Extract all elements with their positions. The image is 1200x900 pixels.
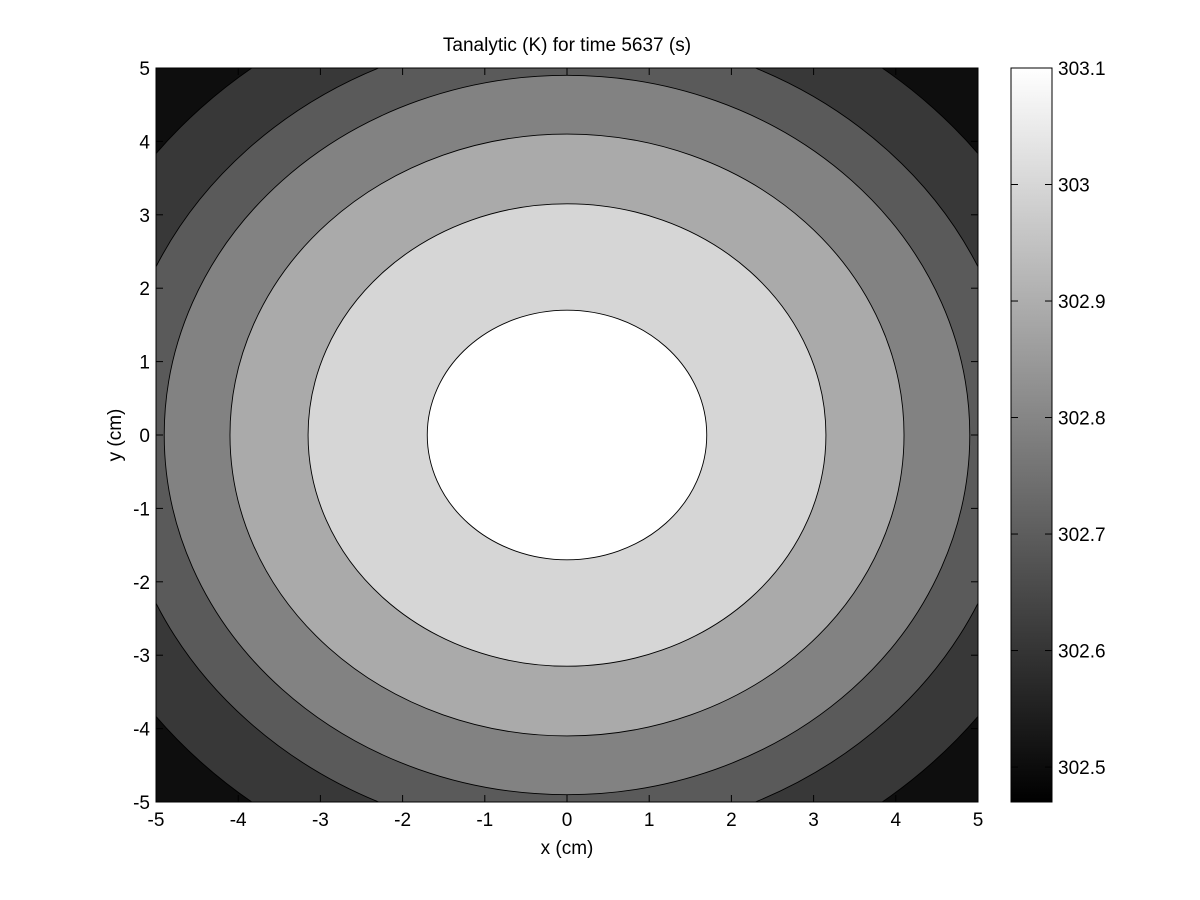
y-tick-label: -5 — [133, 793, 150, 814]
x-tick-label: 4 — [891, 810, 902, 831]
x-tick-label: 0 — [562, 810, 573, 831]
colorbar-gradient — [1011, 68, 1052, 802]
colorbar-tick-label: 303 — [1058, 176, 1090, 197]
colorbar-tick-label: 302.6 — [1058, 642, 1106, 663]
contour-bands — [49, 0, 1085, 897]
x-axis-label: x (cm) — [541, 838, 594, 859]
x-tick-label: 1 — [644, 810, 655, 831]
plot-area: -5 -4 -3 -2 -1 0 1 2 3 4 5 -5 -4 -3 -2 -1 0 1 2 3 4 5 — [49, 0, 1085, 897]
colorbar-tick-label: 302.8 — [1058, 409, 1106, 430]
y-tick-label: -1 — [133, 499, 150, 520]
x-tick-label: 2 — [726, 810, 737, 831]
x-tick-label: -1 — [476, 810, 493, 831]
colorbar: 302.5 302.6 302.7 302.8 302.9 303 303.1 — [1011, 59, 1106, 802]
y-tick-label: 2 — [139, 279, 150, 300]
y-tick-label: -3 — [133, 646, 150, 667]
colorbar-tick-label: 302.5 — [1058, 758, 1106, 779]
x-tick-label: 3 — [808, 810, 819, 831]
y-tick-label: 1 — [139, 353, 150, 374]
x-tick-label: -3 — [312, 810, 329, 831]
colorbar-tick-label: 302.7 — [1058, 525, 1106, 546]
chart-title: Tanalytic (K) for time 5637 (s) — [443, 35, 691, 56]
colorbar-tick-label: 302.9 — [1058, 292, 1106, 313]
colorbar-tick-label: 303.1 — [1058, 59, 1106, 80]
y-tick-label: 0 — [139, 426, 150, 447]
y-tick-label: 5 — [139, 59, 150, 80]
y-tick-label: 3 — [139, 206, 150, 227]
y-tick-label: -4 — [133, 720, 150, 741]
x-tick-label: -2 — [394, 810, 411, 831]
y-axis-label: y (cm) — [105, 409, 126, 462]
x-tick-label: 5 — [973, 810, 984, 831]
contour-band — [427, 310, 706, 560]
x-tick-label: -5 — [148, 810, 165, 831]
x-tick-label: -4 — [230, 810, 247, 831]
y-tick-label: 4 — [139, 132, 150, 153]
y-tick-label: -2 — [133, 573, 150, 594]
